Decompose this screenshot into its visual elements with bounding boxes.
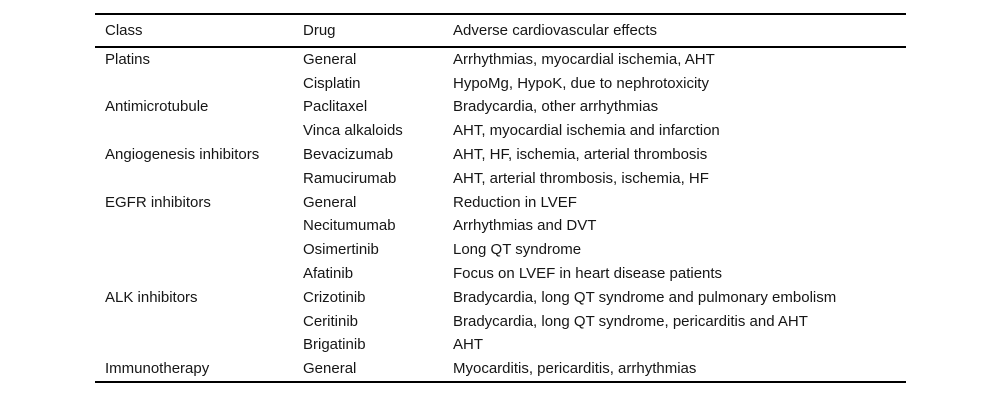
effects-cell: AHT (453, 336, 483, 354)
effects-cell: Arrhythmias and DVT (453, 217, 597, 235)
table-row: Immunotherapy General Myocarditis, peric… (95, 357, 906, 381)
drug-cell: Brigatinib (303, 336, 366, 354)
drug-cell: Vinca alkaloids (303, 122, 403, 140)
table-header-row: Class Drug Adverse cardiovascular effect… (95, 15, 906, 48)
table-row: Afatinib Focus on LVEF in heart disease … (95, 262, 906, 286)
table-row: Cisplatin HypoMg, HypoK, due to nephroto… (95, 72, 906, 96)
drug-cell: General (303, 360, 357, 378)
drug-cell: Bevacizumab (303, 146, 394, 164)
effects-cell: Reduction in LVEF (453, 193, 577, 211)
drug-cell: Necitumumab (303, 217, 396, 235)
table-row: Ramucirumab AHT, arterial thrombosis, is… (95, 167, 906, 191)
adverse-effects-table: Class Drug Adverse cardiovascular effect… (95, 13, 906, 384)
table-row: Platins General Arrhythmias, myocardial … (95, 48, 906, 72)
effects-cell: Bradycardia, long QT syndrome, pericardi… (453, 312, 808, 330)
table-row: Antimicrotubule Paclitaxel Bradycardia, … (95, 96, 906, 120)
effects-cell: Focus on LVEF in heart disease patients (453, 265, 723, 283)
drug-cell: Osimertinib (303, 241, 379, 259)
table-body: Platins General Arrhythmias, myocardial … (95, 48, 906, 381)
drug-cell: Afatinib (303, 265, 354, 283)
effects-cell: Bradycardia, long QT syndrome and pulmon… (453, 288, 837, 306)
table-row: Necitumumab Arrhythmias and DVT (95, 215, 906, 239)
class-cell: Immunotherapy (105, 360, 210, 378)
drug-cell: General (303, 193, 357, 211)
column-header-class: Class (105, 21, 143, 39)
effects-cell: AHT, myocardial ischemia and infarction (453, 122, 720, 140)
drug-cell: Crizotinib (303, 288, 366, 306)
effects-cell: AHT, arterial thrombosis, ischemia, HF (453, 169, 709, 187)
table-row: Vinca alkaloids AHT, myocardial ischemia… (95, 119, 906, 143)
table-row: Osimertinib Long QT syndrome (95, 238, 906, 262)
effects-cell: Myocarditis, pericarditis, arrhythmias (453, 360, 697, 378)
effects-cell: Long QT syndrome (453, 241, 582, 259)
column-header-drug: Drug (303, 21, 336, 39)
table-row: ALK inhibitors Crizotinib Bradycardia, l… (95, 286, 906, 310)
class-cell: EGFR inhibitors (105, 193, 211, 211)
table-row: Brigatinib AHT (95, 334, 906, 358)
drug-cell: Paclitaxel (303, 98, 368, 116)
table-row: EGFR inhibitors General Reduction in LVE… (95, 191, 906, 215)
table-row: Ceritinib Bradycardia, long QT syndrome,… (95, 310, 906, 334)
class-cell: Antimicrotubule (105, 98, 209, 116)
drug-cell: Ceritinib (303, 312, 359, 330)
table-row: Angiogenesis inhibitors Bevacizumab AHT,… (95, 143, 906, 167)
class-cell: Platins (105, 50, 151, 68)
drug-cell: General (303, 50, 357, 68)
drug-cell: Cisplatin (303, 74, 361, 92)
effects-cell: Arrhythmias, myocardial ischemia, AHT (453, 50, 715, 68)
effects-cell: Bradycardia, other arrhythmias (453, 98, 659, 116)
class-cell: ALK inhibitors (105, 288, 198, 306)
class-cell: Angiogenesis inhibitors (105, 146, 260, 164)
effects-cell: HypoMg, HypoK, due to nephrotoxicity (453, 74, 709, 92)
column-header-effects: Adverse cardiovascular effects (453, 21, 657, 39)
drug-cell: Ramucirumab (303, 169, 397, 187)
effects-cell: AHT, HF, ischemia, arterial thrombosis (453, 146, 708, 164)
